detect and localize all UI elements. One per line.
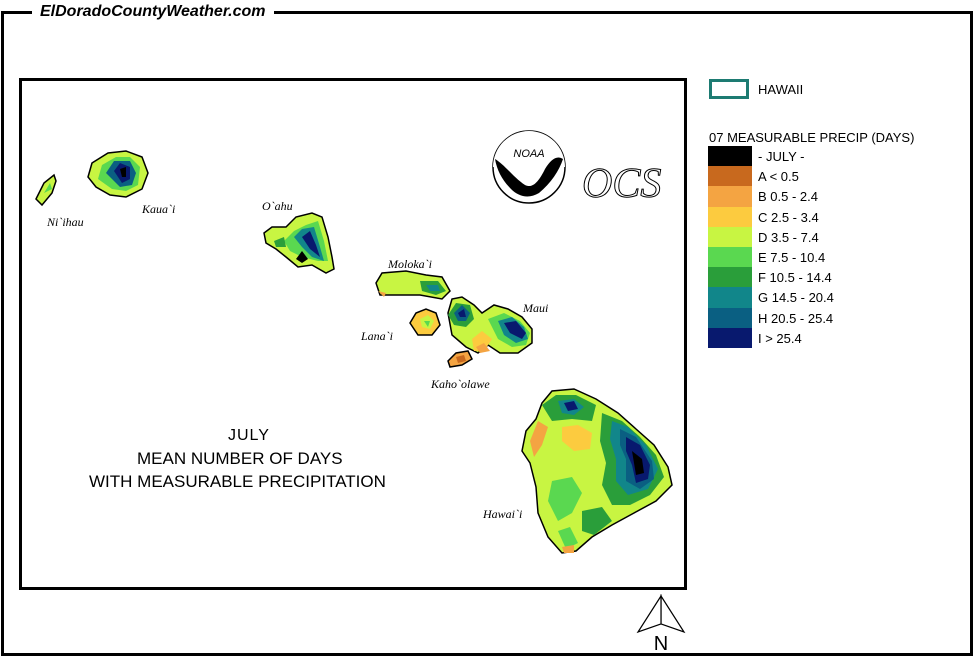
legend-swatch [708, 267, 752, 288]
legend-item-label: H 20.5 - 25.4 [758, 310, 834, 326]
legend-item-label: G 14.5 - 20.4 [758, 290, 834, 306]
state-label: HAWAII [758, 82, 804, 97]
north-label: N [654, 633, 668, 654]
legend-swatch [708, 246, 752, 268]
page-frame [1, 11, 973, 656]
legend-swatch [708, 186, 752, 207]
svg-text:NOAA: NOAA [513, 148, 544, 160]
legend-item-label: F 10.5 - 14.4 [758, 270, 832, 286]
legend-item-label: - JULY - [758, 149, 805, 164]
map-title-line1: MEAN NUMBER OF DAYS [137, 449, 343, 468]
label-niihau: Ni`ihau [47, 215, 84, 229]
label-kauai: Kaua`i [142, 202, 176, 216]
island-maui [447, 296, 533, 354]
map-title-line2: WITH MEASURABLE PRECIPITATION [89, 472, 386, 491]
hawaii-map: NOAA OCS [35, 130, 673, 554]
island-oahu [263, 212, 335, 274]
island-kahoolawe [447, 350, 473, 368]
island-kauai [87, 150, 149, 198]
island-lanai [409, 308, 441, 336]
map-frame: NOAA OCS Ni`ihau Kaua`i O`ahu Moloka`i L… [19, 78, 687, 590]
state-outline-swatch [709, 79, 749, 99]
island-molokai [375, 270, 451, 300]
legend-swatch [708, 307, 752, 328]
label-hawaii: Hawai`i [483, 507, 523, 521]
ocs-logo: OCS [582, 161, 661, 207]
legend-item-label: A < 0.5 [758, 169, 799, 185]
island-hawaii [521, 388, 673, 554]
label-oahu: O`ahu [262, 199, 293, 213]
legend-item-label: C 2.5 - 3.4 [758, 209, 819, 225]
label-maui: Maui [523, 301, 549, 315]
north-arrow: N [634, 593, 688, 655]
map-title-month: JULY [228, 427, 270, 444]
legend-swatch [708, 206, 752, 227]
legend-item-label: E 7.5 - 10.4 [758, 249, 826, 265]
legend-swatch [708, 166, 752, 187]
legend-swatch [708, 327, 752, 348]
label-lanai: Lana`i [361, 329, 394, 343]
island-niihau [35, 173, 57, 207]
label-molokai: Moloka`i [388, 257, 432, 271]
legend-item-label: D 3.5 - 7.4 [758, 229, 819, 245]
legend-swatch [708, 226, 752, 247]
legend-heading: 07 MEASURABLE PRECIP (DAYS) [709, 130, 915, 145]
legend-item-label: I > 25.4 [758, 330, 802, 346]
label-kahoolawe: Kaho`olawe [431, 377, 490, 391]
noaa-logo: NOAA [492, 130, 566, 204]
legend-swatch [708, 287, 752, 308]
site-title[interactable]: ElDoradoCountyWeather.com [32, 3, 274, 21]
legend-item-label: B 0.5 - 2.4 [758, 189, 818, 205]
legend-swatch [708, 146, 752, 167]
